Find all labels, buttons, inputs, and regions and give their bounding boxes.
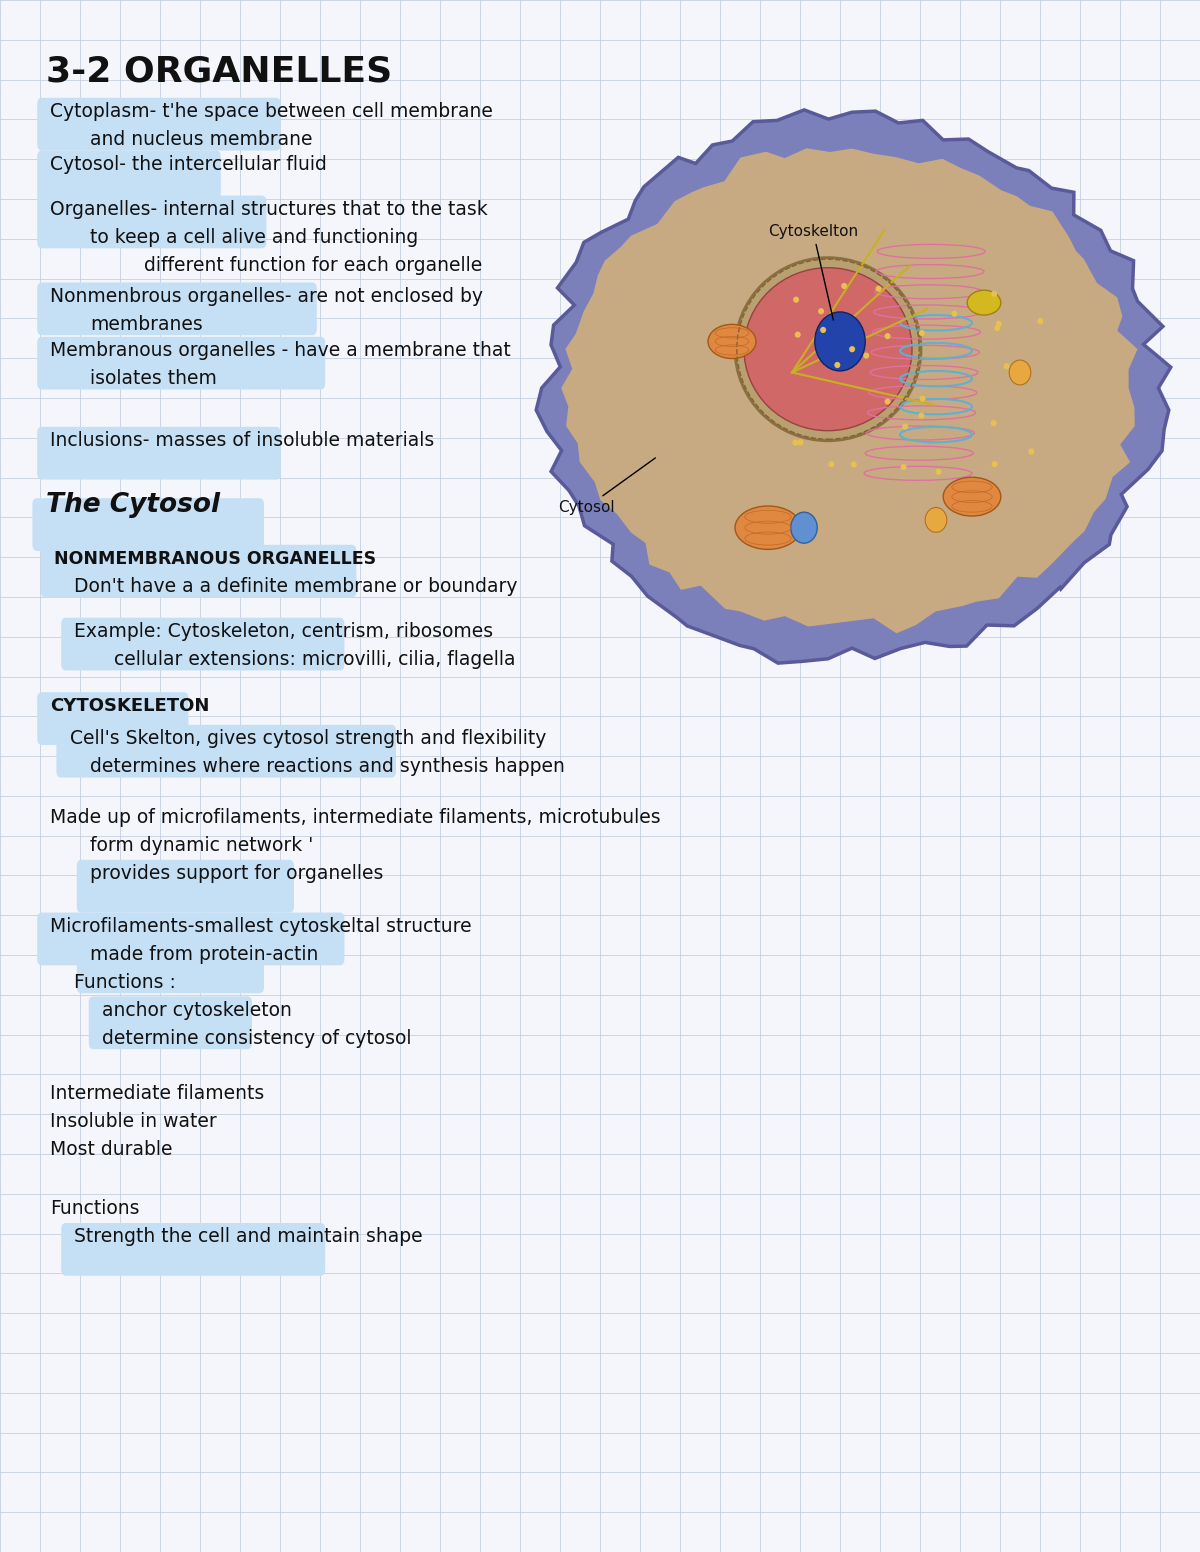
Text: made from protein-actin: made from protein-actin bbox=[90, 945, 318, 964]
Text: Inclusions- masses of insoluble materials: Inclusions- masses of insoluble material… bbox=[50, 431, 434, 450]
Text: Cytoskelton: Cytoskelton bbox=[768, 223, 858, 320]
Text: CYTOSKELETON: CYTOSKELETON bbox=[50, 697, 210, 715]
Ellipse shape bbox=[792, 439, 798, 445]
Ellipse shape bbox=[1028, 449, 1034, 455]
FancyBboxPatch shape bbox=[32, 498, 264, 551]
Text: Intermediate filaments: Intermediate filaments bbox=[50, 1085, 265, 1103]
FancyBboxPatch shape bbox=[56, 725, 396, 778]
Text: determine consistency of cytosol: determine consistency of cytosol bbox=[102, 1029, 412, 1048]
Ellipse shape bbox=[834, 362, 840, 368]
FancyBboxPatch shape bbox=[37, 337, 325, 390]
Ellipse shape bbox=[793, 296, 799, 303]
Text: Cytosol: Cytosol bbox=[558, 458, 655, 515]
Ellipse shape bbox=[820, 327, 826, 334]
Text: The Cytosol: The Cytosol bbox=[46, 492, 220, 518]
Ellipse shape bbox=[863, 352, 869, 359]
FancyBboxPatch shape bbox=[61, 618, 344, 670]
Ellipse shape bbox=[1037, 318, 1043, 324]
Ellipse shape bbox=[918, 413, 924, 419]
Text: Membranous organelles - have a membrane that: Membranous organelles - have a membrane … bbox=[50, 341, 511, 360]
FancyBboxPatch shape bbox=[37, 282, 317, 335]
Text: Cell's Skelton, gives cytosol strength and flexibility: Cell's Skelton, gives cytosol strength a… bbox=[70, 729, 546, 748]
Text: and nucleus membrane: and nucleus membrane bbox=[90, 130, 312, 149]
Text: Made up of microfilaments, intermediate filaments, microtubules: Made up of microfilaments, intermediate … bbox=[50, 809, 661, 827]
Text: Cytosol- the intercellular fluid: Cytosol- the intercellular fluid bbox=[50, 155, 328, 174]
Ellipse shape bbox=[902, 424, 908, 430]
Ellipse shape bbox=[818, 309, 824, 315]
Ellipse shape bbox=[841, 282, 847, 289]
Ellipse shape bbox=[967, 290, 1001, 315]
Text: NONMEMBRANOUS ORGANELLES: NONMEMBRANOUS ORGANELLES bbox=[54, 549, 376, 568]
Text: anchor cytoskeleton: anchor cytoskeleton bbox=[102, 1001, 292, 1020]
Text: Cytoplasm- t'he space between cell membrane: Cytoplasm- t'he space between cell membr… bbox=[50, 102, 493, 121]
FancyBboxPatch shape bbox=[89, 996, 252, 1049]
FancyBboxPatch shape bbox=[41, 545, 356, 598]
Ellipse shape bbox=[919, 396, 925, 402]
Ellipse shape bbox=[744, 267, 912, 431]
Text: different function for each organelle: different function for each organelle bbox=[144, 256, 482, 275]
Text: 3-2 ORGANELLES: 3-2 ORGANELLES bbox=[46, 54, 392, 88]
FancyBboxPatch shape bbox=[37, 913, 344, 965]
Ellipse shape bbox=[734, 258, 922, 441]
Ellipse shape bbox=[884, 399, 890, 405]
PathPatch shape bbox=[536, 110, 1171, 663]
PathPatch shape bbox=[562, 149, 1138, 633]
FancyBboxPatch shape bbox=[37, 151, 221, 203]
Ellipse shape bbox=[943, 478, 1001, 517]
Ellipse shape bbox=[815, 312, 865, 371]
FancyBboxPatch shape bbox=[77, 860, 294, 913]
Ellipse shape bbox=[798, 439, 804, 445]
Ellipse shape bbox=[1009, 360, 1031, 385]
Text: Functions: Functions bbox=[50, 1200, 140, 1218]
Ellipse shape bbox=[1003, 363, 1009, 369]
Text: Don't have a a definite membrane or boundary: Don't have a a definite membrane or boun… bbox=[74, 577, 518, 596]
Ellipse shape bbox=[925, 508, 947, 532]
Ellipse shape bbox=[996, 321, 1002, 327]
Text: form dynamic network ': form dynamic network ' bbox=[90, 837, 313, 855]
Text: Nonmenbrous organelles- are not enclosed by: Nonmenbrous organelles- are not enclosed… bbox=[50, 287, 484, 306]
Ellipse shape bbox=[734, 506, 802, 549]
Text: Strength the cell and maintain shape: Strength the cell and maintain shape bbox=[74, 1228, 424, 1246]
Text: Most durable: Most durable bbox=[50, 1141, 173, 1159]
Text: Microfilaments-smallest cytoskeltal structure: Microfilaments-smallest cytoskeltal stru… bbox=[50, 917, 472, 936]
FancyBboxPatch shape bbox=[37, 98, 281, 151]
FancyBboxPatch shape bbox=[61, 1223, 325, 1276]
Ellipse shape bbox=[708, 324, 756, 359]
Ellipse shape bbox=[936, 469, 942, 475]
Ellipse shape bbox=[991, 461, 997, 467]
Text: cellular extensions: microvilli, cilia, flagella: cellular extensions: microvilli, cilia, … bbox=[114, 650, 516, 669]
Ellipse shape bbox=[991, 421, 997, 427]
FancyBboxPatch shape bbox=[37, 692, 188, 745]
FancyBboxPatch shape bbox=[37, 427, 281, 480]
Text: Functions :: Functions : bbox=[74, 973, 176, 992]
Ellipse shape bbox=[851, 461, 857, 467]
Ellipse shape bbox=[794, 332, 800, 338]
Ellipse shape bbox=[919, 331, 925, 337]
Ellipse shape bbox=[850, 346, 856, 352]
Text: isolates them: isolates them bbox=[90, 369, 217, 388]
Ellipse shape bbox=[991, 290, 997, 296]
Ellipse shape bbox=[791, 512, 817, 543]
FancyBboxPatch shape bbox=[37, 196, 266, 248]
Text: Organelles- internal structures that to the task: Organelles- internal structures that to … bbox=[50, 200, 488, 219]
Text: to keep a cell alive and functioning: to keep a cell alive and functioning bbox=[90, 228, 419, 247]
Text: determines where reactions and synthesis happen: determines where reactions and synthesis… bbox=[90, 757, 565, 776]
Text: Insoluble in water: Insoluble in water bbox=[50, 1113, 217, 1131]
Text: membranes: membranes bbox=[90, 315, 203, 334]
Ellipse shape bbox=[828, 461, 834, 467]
Ellipse shape bbox=[884, 334, 890, 340]
Ellipse shape bbox=[901, 464, 907, 470]
Ellipse shape bbox=[995, 324, 1001, 331]
Text: provides support for organelles: provides support for organelles bbox=[90, 864, 383, 883]
Ellipse shape bbox=[952, 310, 958, 317]
Text: Example: Cytoskeleton, centrism, ribosomes: Example: Cytoskeleton, centrism, ribosom… bbox=[74, 622, 493, 641]
FancyBboxPatch shape bbox=[77, 941, 264, 993]
Ellipse shape bbox=[876, 286, 882, 292]
